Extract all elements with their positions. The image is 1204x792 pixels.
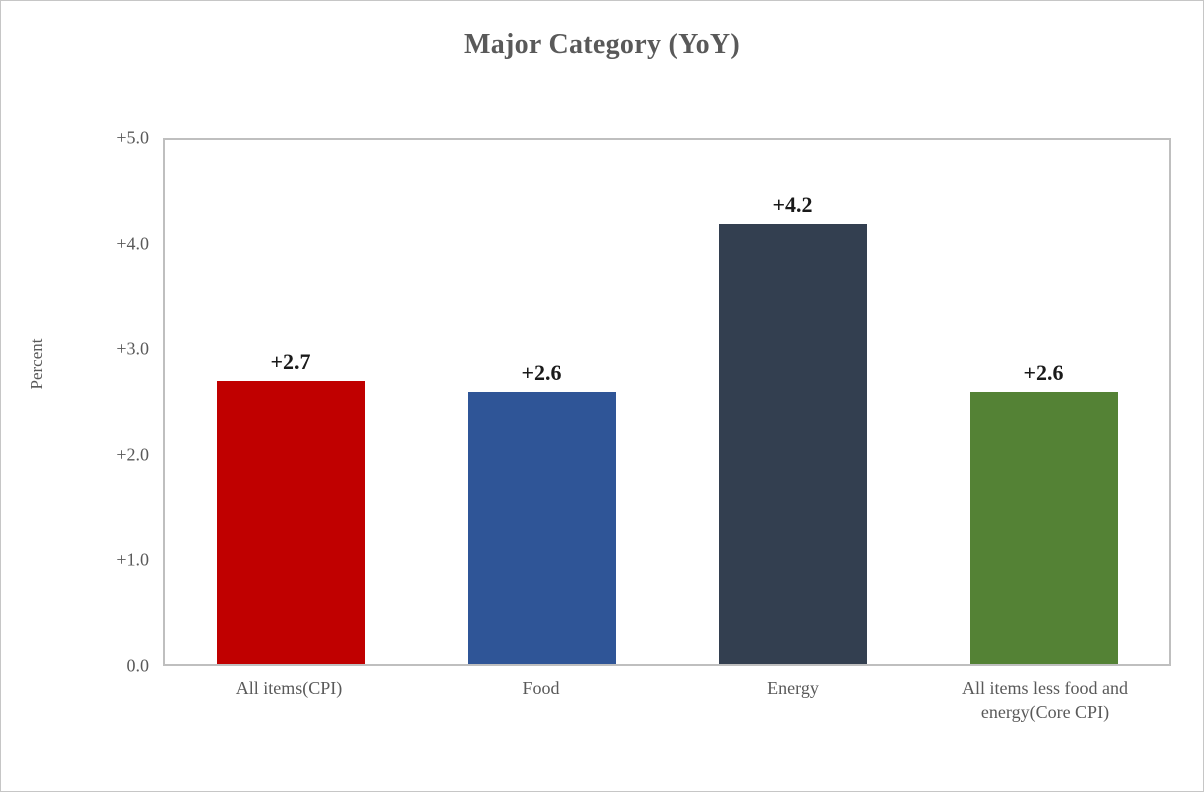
bar-energy (718, 223, 867, 664)
bar-value-label: +4.2 (772, 191, 813, 217)
bar-group-energy: +4.2 (667, 140, 918, 664)
plot-area: +2.7 +2.6 +4.2 +2.6 (163, 138, 1171, 666)
x-axis: All items(CPI) Food Energy All items les… (163, 677, 1171, 725)
bar-value-label: +2.7 (270, 349, 311, 375)
y-tick-label: +5.0 (116, 127, 149, 148)
chart-title: Major Category (YoY) (463, 29, 741, 60)
bar-group-all-items-cpi: +2.7 (165, 140, 416, 664)
y-tick-label: +1.0 (116, 549, 149, 570)
bar-all-items-cpi (216, 381, 365, 664)
bar-group-food: +2.6 (416, 140, 667, 664)
y-tick-label: +4.0 (116, 233, 149, 254)
y-tick-label: +3.0 (116, 338, 149, 359)
bar-food (467, 391, 616, 664)
bar-value-label: +2.6 (521, 359, 562, 385)
y-tick-label: 0.0 (126, 655, 150, 676)
category-label-all-items-cpi: All items(CPI) (235, 678, 343, 698)
y-axis: +5.0 +4.0 +3.0 +2.0 +1.0 0.0 (1, 128, 163, 676)
y-tick-label: +2.0 (116, 444, 149, 465)
category-label-food: Food (522, 678, 560, 698)
bar-core-cpi (969, 391, 1118, 664)
bar-value-label: +2.6 (1023, 359, 1064, 385)
category-label-core-cpi: All items less food and energy(Core CPI) (962, 678, 1128, 722)
bar-group-core-cpi: +2.6 (918, 140, 1169, 664)
category-label-energy: Energy (767, 678, 819, 698)
